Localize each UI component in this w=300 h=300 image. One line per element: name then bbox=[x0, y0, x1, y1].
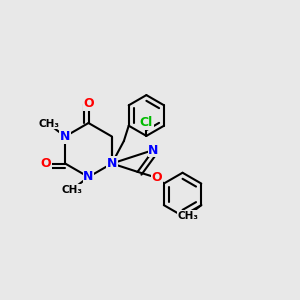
Text: Cl: Cl bbox=[140, 116, 153, 129]
Text: O: O bbox=[83, 97, 94, 110]
Text: N: N bbox=[148, 143, 159, 157]
Text: N: N bbox=[60, 130, 70, 143]
Text: O: O bbox=[40, 157, 51, 170]
Text: N: N bbox=[83, 170, 94, 184]
Text: O: O bbox=[152, 171, 162, 184]
Text: CH₃: CH₃ bbox=[61, 184, 82, 195]
Text: CH₃: CH₃ bbox=[177, 211, 198, 220]
Text: N: N bbox=[107, 157, 117, 170]
Text: CH₃: CH₃ bbox=[38, 119, 59, 129]
